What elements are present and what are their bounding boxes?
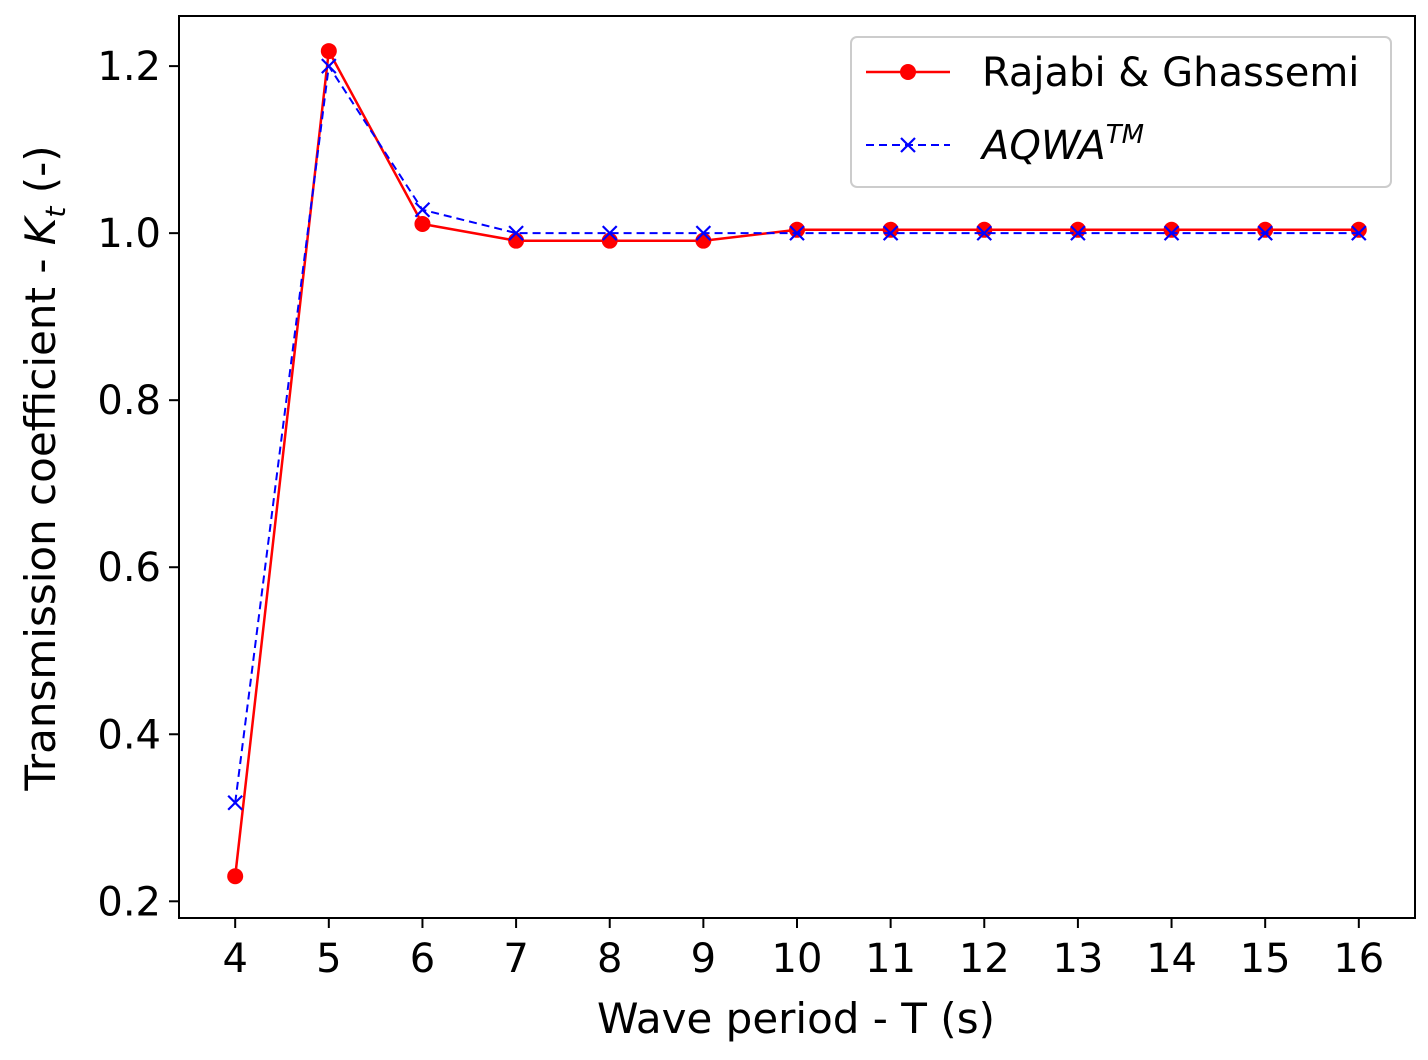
y-axis-title-subscript: t: [39, 206, 72, 218]
point-aqwa: [1351, 225, 1367, 241]
point-rajabi: [601, 232, 618, 249]
legend: Rajabi & Ghassemi AQWATM: [850, 36, 1392, 188]
y-tick-label: 0.6: [97, 545, 161, 591]
legend-label-aqwa-base: AQWA: [979, 123, 1106, 169]
y-tick-label: 0.2: [97, 879, 161, 925]
legend-label-aqwa: AQWATM: [979, 120, 1144, 169]
point-aqwa: [976, 225, 993, 241]
point-rajabi: [695, 232, 712, 249]
y-tick-label: 1.2: [97, 44, 161, 90]
x-axis-title: Wave period - T (s): [597, 994, 995, 1043]
point-rajabi: [882, 221, 899, 238]
y-tick-label: 1.0: [97, 211, 161, 257]
point-aqwa: [508, 225, 524, 241]
x-tick-label: 14: [1146, 936, 1197, 982]
point-rajabi: [320, 43, 337, 60]
point-aqwa: [227, 794, 243, 811]
point-aqwa: [882, 225, 899, 241]
point-rajabi: [1350, 221, 1367, 238]
legend-frame: [850, 36, 1392, 188]
x-tick-label: 9: [691, 936, 716, 982]
legend-marker-aqwa: [900, 137, 916, 153]
x-tick-label: 7: [503, 936, 528, 982]
x-tick-label: 15: [1240, 936, 1291, 982]
point-rajabi: [1069, 221, 1086, 238]
point-aqwa: [695, 225, 712, 241]
x-tick-label: 4: [222, 936, 247, 982]
x-tick-label: 6: [410, 936, 435, 982]
plot-area: [227, 43, 1367, 885]
y-axis-title-prefix: Transmission coefficient -: [16, 245, 65, 791]
y-axis-title-suffix: (-): [16, 145, 65, 206]
x-tick-label: 5: [316, 936, 341, 982]
point-rajabi: [976, 221, 993, 238]
x-tick-label: 10: [772, 936, 823, 982]
point-rajabi: [1257, 221, 1274, 238]
point-aqwa: [414, 201, 431, 218]
point-rajabi: [414, 215, 431, 232]
x-tick-label: 12: [959, 936, 1010, 982]
x-tick-label: 8: [597, 936, 622, 982]
axes: 4 5 6 7 8 9 10 11 12 13 14 15 16 0.2 0.4 0.6 0.8 1.0 1.2: [97, 15, 1416, 982]
y-tick-label: 0.4: [97, 712, 161, 758]
point-aqwa: [1257, 225, 1273, 241]
x-tick-label: 11: [865, 936, 916, 982]
point-aqwa: [321, 58, 337, 74]
x-tick-label: 13: [1052, 936, 1103, 982]
point-rajabi: [227, 868, 244, 885]
legend-label-aqwa-superscript: TM: [1106, 120, 1144, 150]
y-tick-label: 0.8: [97, 378, 161, 424]
point-aqwa: [1163, 225, 1180, 241]
legend-marker-rajabi: [900, 64, 916, 80]
point-rajabi: [1163, 221, 1180, 238]
point-aqwa: [601, 225, 618, 241]
x-tick-label: 16: [1333, 936, 1384, 982]
point-rajabi: [789, 221, 805, 238]
y-axis-title-symbol: K: [16, 214, 65, 245]
y-axis-title: Transmission coefficient - Kt (-): [16, 145, 72, 791]
legend-label-rajabi: Rajabi & Ghassemi: [982, 50, 1359, 96]
point-aqwa: [1070, 225, 1086, 241]
point-rajabi: [508, 232, 525, 249]
point-aqwa: [789, 225, 805, 241]
